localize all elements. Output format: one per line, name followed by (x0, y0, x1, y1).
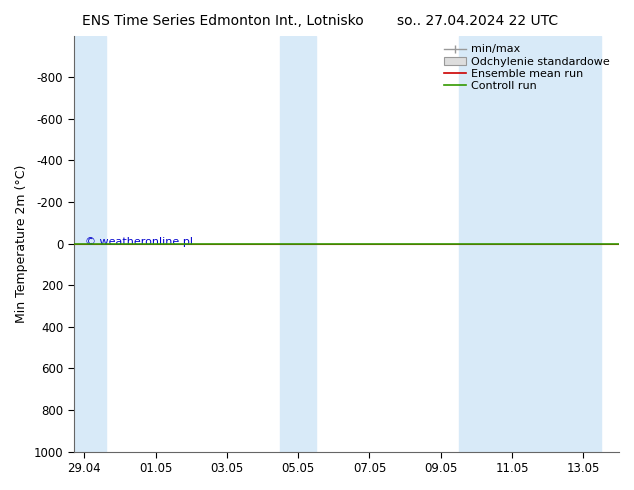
Legend: min/max, Odchylenie standardowe, Ensemble mean run, Controll run: min/max, Odchylenie standardowe, Ensembl… (440, 41, 614, 95)
Y-axis label: Min Temperature 2m (°C): Min Temperature 2m (°C) (15, 164, 28, 323)
Text: © weatheronline.pl: © weatheronline.pl (84, 237, 193, 246)
Text: ENS Time Series Edmonton Int., Lotnisko: ENS Time Series Edmonton Int., Lotnisko (82, 14, 364, 28)
Bar (74, 36, 106, 452)
Bar (458, 36, 601, 452)
Text: so.. 27.04.2024 22 UTC: so.. 27.04.2024 22 UTC (397, 14, 558, 28)
Bar (280, 36, 316, 452)
